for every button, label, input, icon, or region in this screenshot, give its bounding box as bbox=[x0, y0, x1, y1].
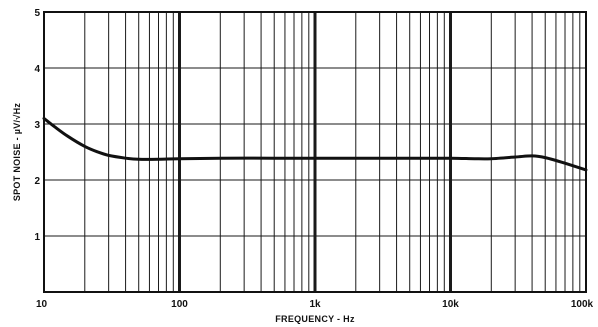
y-tick-labels: 1 2 3 4 5 bbox=[34, 8, 40, 243]
y-axis-title: SPOT NOISE - µV/√Hz bbox=[12, 103, 22, 202]
y-tick-label: 1 bbox=[34, 232, 40, 243]
plot-frame bbox=[43, 11, 587, 293]
x-tick-label: 100k bbox=[571, 299, 594, 310]
series-line-spot-noise bbox=[42, 116, 588, 172]
y-tick-label: 5 bbox=[34, 8, 40, 19]
x-tick-label: 10 bbox=[36, 299, 48, 310]
x-tick-label: 1k bbox=[309, 299, 321, 310]
x-tick-label: 10k bbox=[442, 299, 459, 310]
grid bbox=[44, 12, 586, 292]
x-axis-title: FREQUENCY - Hz bbox=[275, 314, 355, 324]
x-tick-label: 100 bbox=[171, 299, 188, 310]
y-tick-label: 2 bbox=[34, 176, 40, 187]
x-tick-labels: 10 100 1k 10k 100k bbox=[36, 299, 594, 310]
y-tick-label: 4 bbox=[34, 64, 40, 75]
y-tick-label: 3 bbox=[34, 120, 40, 131]
